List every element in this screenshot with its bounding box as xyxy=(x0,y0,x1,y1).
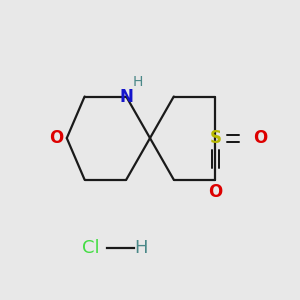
Text: S: S xyxy=(209,129,221,147)
Text: O: O xyxy=(208,183,223,201)
Text: O: O xyxy=(49,129,64,147)
Text: H: H xyxy=(134,239,148,257)
Text: H: H xyxy=(133,75,143,88)
Text: O: O xyxy=(254,129,268,147)
Text: N: N xyxy=(119,88,133,106)
Text: Cl: Cl xyxy=(82,239,99,257)
